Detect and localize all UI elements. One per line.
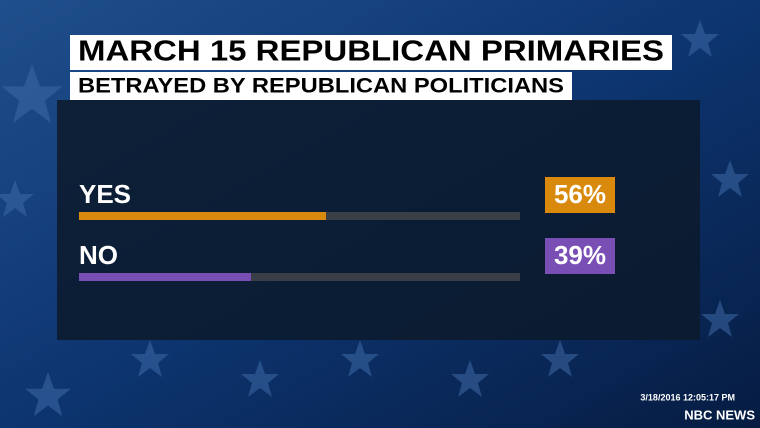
source-logo: NBC NEWS: [684, 407, 755, 422]
value-label-box: [545, 238, 615, 274]
value-label: 39%: [554, 240, 606, 270]
chart-title: MARCH 15 REPUBLICAN PRIMARIES: [78, 36, 664, 68]
chart-subtitle: BETRAYED BY REPUBLICAN POLITICIANS: [78, 75, 564, 98]
value-label: 56%: [554, 179, 606, 209]
category-label: YES: [79, 179, 131, 209]
timestamp: 3/18/2016 12:05:17 PM: [640, 392, 735, 402]
title-box: [70, 35, 672, 70]
bar-track: [79, 273, 520, 281]
category-label: NO: [79, 240, 118, 270]
bar: [79, 273, 251, 281]
bar: [79, 212, 326, 220]
subtitle-box: [70, 72, 572, 100]
value-label-box: [545, 177, 615, 213]
